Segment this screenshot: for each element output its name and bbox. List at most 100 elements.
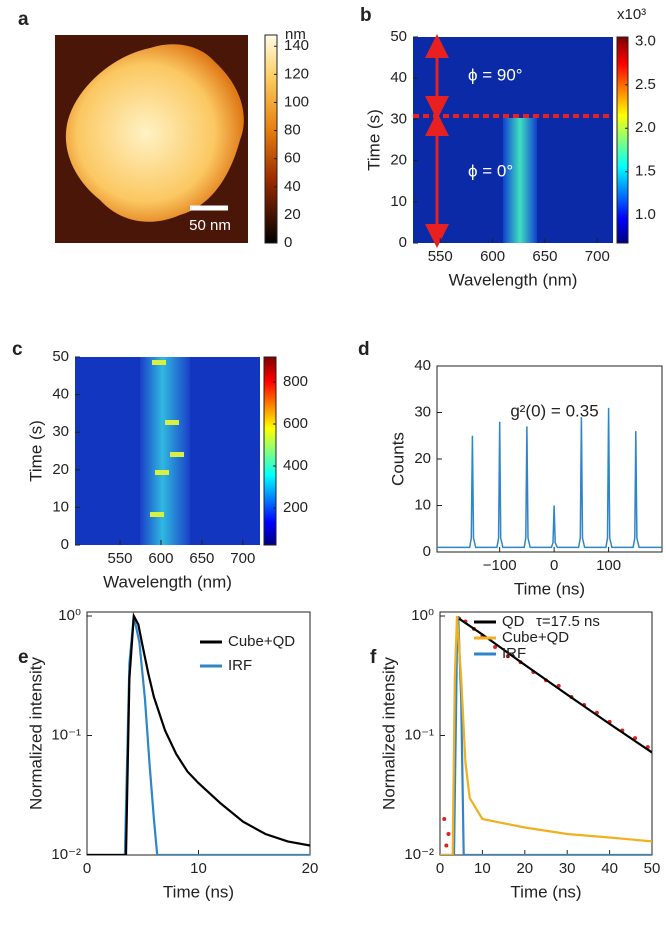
x-tick-label: 0 xyxy=(83,860,91,877)
series-line xyxy=(437,407,662,549)
x-tick-label: 700 xyxy=(585,248,610,265)
plot-frame xyxy=(439,611,653,856)
colorbar-tick-label: 1.0 xyxy=(635,206,656,223)
x-tick-label: 10 xyxy=(190,860,207,877)
series-line xyxy=(440,615,652,855)
y-tick-label: 10⁻¹ xyxy=(404,726,434,743)
series-line xyxy=(87,612,310,855)
x-tick-label: 50 xyxy=(644,860,661,877)
y-tick-label: 10 xyxy=(390,193,407,210)
y-axis-label: Normalized intensity xyxy=(379,656,398,810)
x-tick-label: 10 xyxy=(474,860,491,877)
heatmap-spot xyxy=(152,360,166,365)
colorbar xyxy=(616,36,629,244)
y-tick-label: 30 xyxy=(52,423,69,440)
x-tick-label: 550 xyxy=(428,248,453,265)
series-line xyxy=(87,615,310,855)
scale-label: 50 nm xyxy=(189,217,231,234)
colorbar-tick-label: 120 xyxy=(284,65,309,82)
x-axis-label: Time (ns) xyxy=(510,882,581,901)
colorbar-tick-label: 2.0 xyxy=(635,119,656,136)
y-tick-label: 0 xyxy=(423,543,431,560)
panel-letter: a xyxy=(18,9,29,30)
y-tick-label: 10⁻² xyxy=(404,846,434,863)
y-tick-label: 10 xyxy=(414,496,431,513)
colorbar-tick-label: 20 xyxy=(284,206,301,223)
legend-label: IRF xyxy=(502,645,526,662)
x-tick-label: −100 xyxy=(483,557,517,574)
x-tick-label: 20 xyxy=(302,860,319,877)
y-axis-label: Time (s) xyxy=(26,420,45,482)
x-axis-label: Wavelength (nm) xyxy=(449,270,578,289)
x-tick-label: 600 xyxy=(480,248,505,265)
panel-letter: e xyxy=(18,647,29,668)
x-tick-label: 40 xyxy=(601,860,618,877)
heatmap-stripe xyxy=(503,118,537,243)
y-tick-label: 10⁻¹ xyxy=(51,726,81,743)
y-tick-label: 10⁻² xyxy=(51,846,81,863)
heatmap-spot xyxy=(165,420,179,425)
panel-letter: f xyxy=(370,647,377,668)
annotation: g²(0) = 0.35 xyxy=(510,401,598,420)
data-point xyxy=(446,831,451,836)
colorbar-tick-label: 2.5 xyxy=(635,76,656,93)
legend-label: Cube+QD xyxy=(228,633,295,650)
x-tick-label: 550 xyxy=(108,550,133,567)
legend-label: QD xyxy=(502,613,525,630)
afm-particle xyxy=(65,44,244,222)
heatmap-spot xyxy=(150,512,164,517)
x-tick-label: 600 xyxy=(148,550,173,567)
colorbar-tick-label: 800 xyxy=(283,373,308,390)
x-tick-label: 0 xyxy=(550,557,558,574)
y-tick-label: 30 xyxy=(414,403,431,420)
colorbar-tick-label: 3.0 xyxy=(635,32,656,49)
y-axis-label: Time (s) xyxy=(364,109,383,171)
y-tick-label: 20 xyxy=(52,461,69,478)
y-tick-label: 0 xyxy=(61,536,69,553)
data-point xyxy=(505,654,510,659)
y-tick-label: 20 xyxy=(390,152,407,169)
y-tick-label: 40 xyxy=(52,386,69,403)
annotation: ϕ = 0° xyxy=(468,161,513,180)
x-tick-label: 100 xyxy=(596,557,621,574)
x-tick-label: 650 xyxy=(189,550,214,567)
colorbar-tick-label: 60 xyxy=(284,150,301,167)
colorbar-tick-label: 40 xyxy=(284,178,301,195)
heatmap-stripe xyxy=(140,357,190,545)
y-tick-label: 40 xyxy=(414,357,431,374)
y-tick-label: 50 xyxy=(390,28,407,45)
y-tick-label: 40 xyxy=(390,69,407,86)
y-tick-label: 50 xyxy=(52,348,69,365)
colorbar-tick-label: 0 xyxy=(284,234,292,251)
colorbar-tick-label: 80 xyxy=(284,122,301,139)
colorbar-tick-label: 100 xyxy=(284,93,309,110)
y-tick-label: 30 xyxy=(390,110,407,127)
colorbar-tick-label: 140 xyxy=(284,37,309,54)
colorbar xyxy=(263,356,277,546)
x-tick-label: 0 xyxy=(436,860,444,877)
colorbar xyxy=(264,34,278,244)
colorbar-tick-label: 1.5 xyxy=(635,163,656,180)
panel-letter: b xyxy=(360,5,372,26)
x-tick-label: 30 xyxy=(559,860,576,877)
colorbar-tick-label: 600 xyxy=(283,415,308,432)
y-axis-label: Normalized intensity xyxy=(26,656,45,810)
y-tick-label: 10⁰ xyxy=(58,607,81,624)
y-tick-label: 10⁰ xyxy=(411,607,434,624)
legend-label: IRF xyxy=(228,657,252,674)
data-point xyxy=(444,843,449,848)
x-axis-label: Wavelength (nm) xyxy=(103,572,232,591)
y-tick-label: 20 xyxy=(414,450,431,467)
y-tick-label: 10 xyxy=(52,498,69,515)
series-line xyxy=(440,615,652,855)
annotation: τ=17.5 ns xyxy=(536,613,600,630)
colorbar-label: x10³ xyxy=(617,6,646,23)
x-axis-label: Time (ns) xyxy=(514,579,585,598)
series-line xyxy=(458,617,652,754)
colorbar-label: nm xyxy=(285,26,306,43)
annotation: ϕ = 90° xyxy=(468,65,523,84)
heatmap-spot xyxy=(155,470,169,475)
x-tick-label: 650 xyxy=(532,248,557,265)
y-tick-label: 0 xyxy=(399,234,407,251)
